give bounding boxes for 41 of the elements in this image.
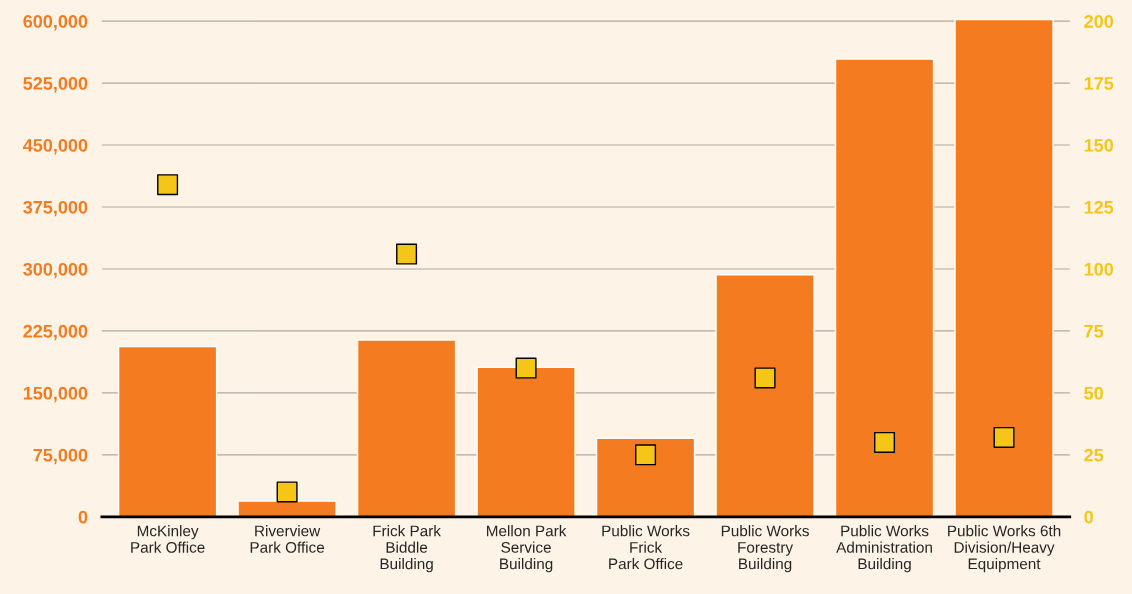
x-tick-label: Public Works Administration Building — [836, 525, 932, 573]
x-tick-label: Public Works 6th Division/Heavy Equipment — [948, 525, 1061, 573]
y-tick-label: 450,000 — [23, 138, 88, 155]
bar — [356, 339, 457, 517]
y-tick-label: 525,000 — [23, 77, 88, 93]
bar — [715, 274, 815, 517]
x-tick-label: McKinley Park Office — [131, 525, 205, 553]
bar — [954, 18, 1054, 517]
x-tick-label: Frick Park Biddle Building — [373, 525, 441, 573]
point — [635, 444, 657, 466]
point — [754, 367, 776, 389]
bar — [595, 437, 696, 517]
x-tick-label: Public Works Forestry Building — [721, 525, 809, 573]
bar — [117, 345, 218, 517]
y2-tick-label: 50 — [1084, 386, 1103, 400]
x-tick-label: Mellon Park Service Building — [486, 525, 567, 573]
point — [515, 357, 537, 379]
point — [157, 174, 179, 196]
y2-tick-label: 125 — [1084, 200, 1114, 214]
y2-tick-label: 75 — [1084, 325, 1104, 338]
y-tick-label: 600,000 — [23, 15, 88, 31]
point — [276, 481, 298, 503]
bar — [476, 366, 576, 517]
point — [396, 243, 418, 265]
x-tick-label: Public Works Frick Park Office — [602, 525, 690, 570]
point — [993, 426, 1015, 448]
y2-tick-label: 100 — [1084, 262, 1114, 276]
y-tick-label: 0 — [78, 510, 88, 524]
y2-tick-label: 200 — [1084, 15, 1114, 28]
bar — [834, 58, 935, 517]
x-tick-label: Riverview Park Office — [250, 525, 325, 553]
point — [874, 431, 896, 453]
y2-tick-label: 150 — [1084, 138, 1114, 152]
y2-tick-label: 175 — [1084, 77, 1114, 90]
y-tick-label: 75,000 — [33, 448, 88, 465]
y2-tick-label: 25 — [1084, 448, 1104, 462]
y2-tick-label: 0 — [1084, 510, 1093, 524]
y-tick-label: 225,000 — [23, 324, 88, 341]
y-tick-label: 150,000 — [23, 386, 88, 403]
y-tick-label: 300,000 — [23, 262, 88, 279]
y-tick-label: 375,000 — [23, 200, 88, 217]
